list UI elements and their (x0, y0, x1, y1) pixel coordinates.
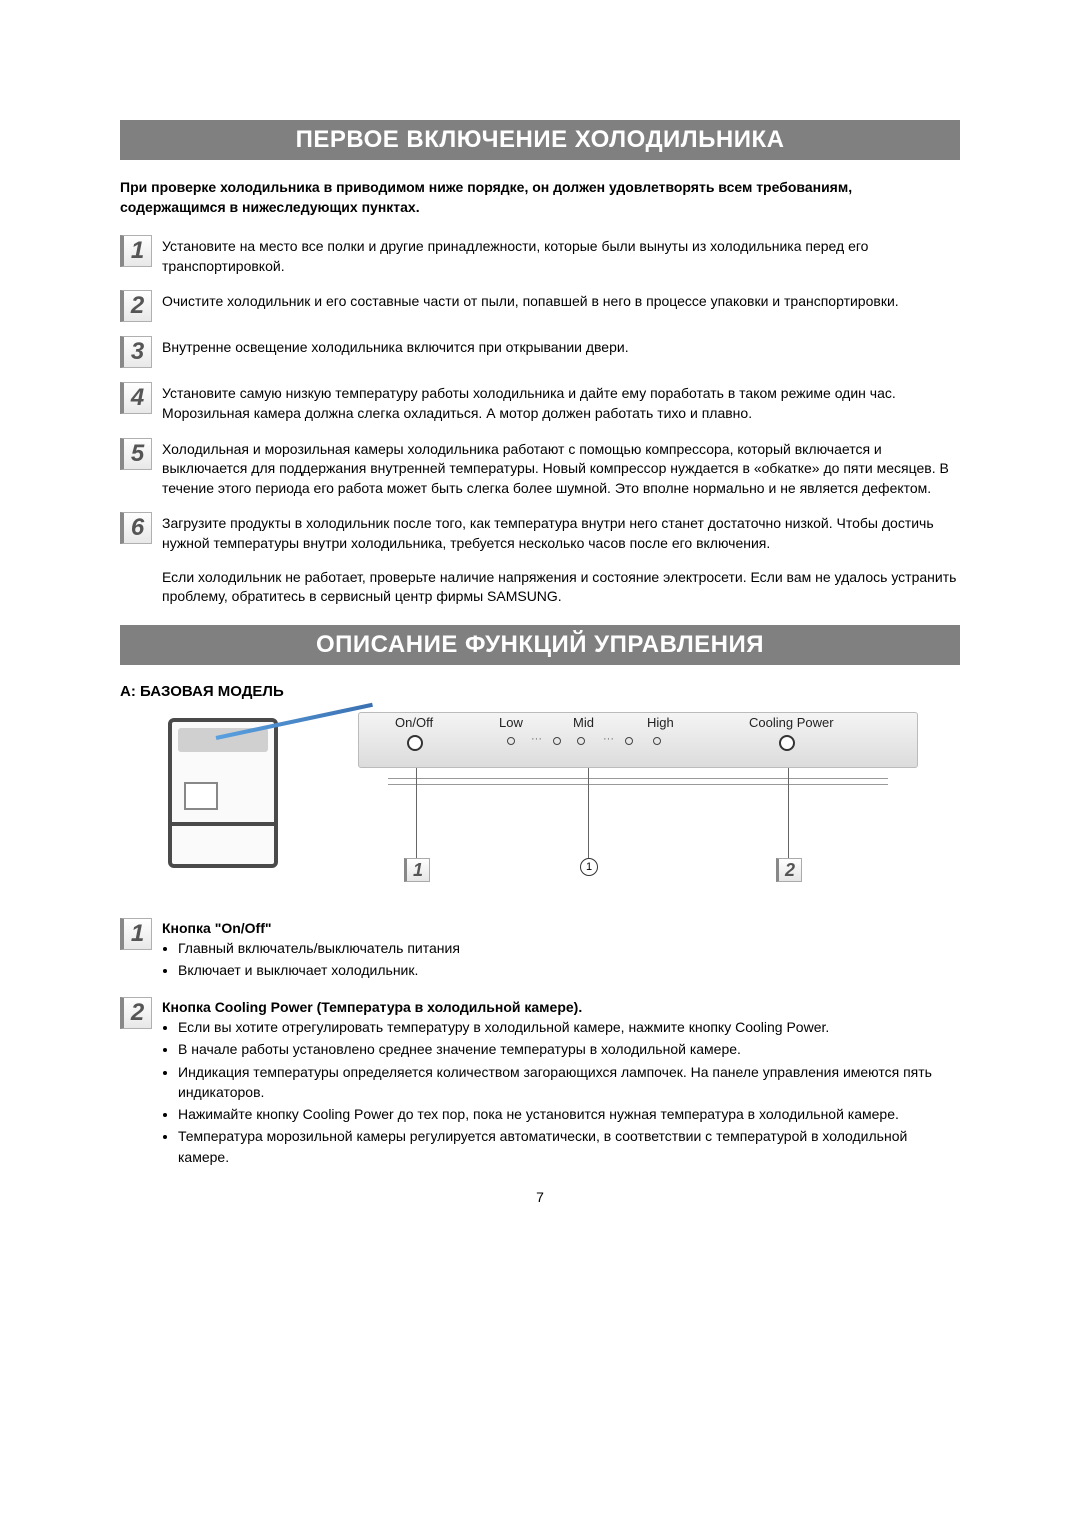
step-text-5: Холодильная и морозильная камеры холодил… (162, 438, 960, 499)
fridge-icon (168, 718, 278, 868)
step-badge-3: 3 (120, 336, 152, 368)
indicator-dot (653, 737, 661, 745)
bullet: Температура морозильной камеры регулируе… (178, 1126, 960, 1167)
bullet: Нажимайте кнопку Cooling Power до тех по… (178, 1104, 960, 1124)
callout-circle-1: 1 (580, 858, 598, 876)
control-panel-diagram: On/Off Low ··· Mid ··· High Cooling Powe… (168, 718, 918, 888)
model-label: A: БАЗОВАЯ МОДЕЛЬ (120, 683, 960, 700)
func-bullets-1: Главный включатель/выключатель питания В… (178, 938, 460, 981)
func-badge-1: 1 (120, 918, 152, 950)
dots-icon: ··· (531, 733, 542, 745)
step-text-3: Внутренне освещение холодильника включит… (162, 336, 629, 358)
bullet: Включает и выключает холодильник. (178, 960, 460, 980)
indicator-dot (577, 737, 585, 745)
page-number: 7 (120, 1189, 960, 1205)
note-text: Если холодильник не работает, проверьте … (162, 568, 960, 607)
onoff-button-icon (407, 735, 423, 751)
bullet: В начале работы установлено среднее знач… (178, 1039, 960, 1059)
step-badge-6: 6 (120, 512, 152, 544)
connector-line (588, 768, 589, 858)
func-badge-2: 2 (120, 997, 152, 1029)
intro-text: При проверке холодильника в приводимом н… (120, 178, 960, 217)
function-block-2: 2 Кнопка Cooling Power (Температура в хо… (120, 997, 960, 1169)
step-badge-4: 4 (120, 382, 152, 414)
low-label: Low (499, 715, 523, 730)
step-6: 6 Загрузите продукты в холодильник после… (120, 512, 960, 553)
bullet: Если вы хотите отрегулировать температур… (178, 1017, 960, 1037)
step-badge-5: 5 (120, 438, 152, 470)
step-5: 5 Холодильная и морозильная камеры холод… (120, 438, 960, 499)
callout-badge-1: 1 (404, 858, 430, 882)
step-2: 2 Очистите холодильник и его составные ч… (120, 290, 960, 322)
indicator-dot (507, 737, 515, 745)
mid-label: Mid (573, 715, 594, 730)
function-block-1: 1 Кнопка "On/Off" Главный включатель/вык… (120, 918, 960, 983)
dots-icon: ··· (603, 733, 614, 745)
indicator-dot (625, 737, 633, 745)
cooling-button-icon (779, 735, 795, 751)
section-title-2: ОПИСАНИЕ ФУНКЦИЙ УПРАВЛЕНИЯ (120, 625, 960, 665)
cooling-label: Cooling Power (749, 715, 834, 730)
step-1: 1 Установите на место все полки и другие… (120, 235, 960, 276)
connector-line (416, 768, 417, 858)
step-badge-1: 1 (120, 235, 152, 267)
connector-line (788, 768, 789, 858)
bullet: Индикация температуры определяется колич… (178, 1062, 960, 1103)
callout-badge-2: 2 (776, 858, 802, 882)
high-label: High (647, 715, 674, 730)
step-text-6: Загрузите продукты в холодильник после т… (162, 512, 960, 553)
step-text-1: Установите на место все полки и другие п… (162, 235, 960, 276)
step-4: 4 Установите самую низкую температуру ра… (120, 382, 960, 423)
panel-strip: On/Off Low ··· Mid ··· High Cooling Powe… (358, 712, 918, 768)
section-title-1: ПЕРВОЕ ВКЛЮЧЕНИЕ ХОЛОДИЛЬНИКА (120, 120, 960, 160)
step-badge-2: 2 (120, 290, 152, 322)
func-title-2: Кнопка Cooling Power (Температура в холо… (162, 997, 960, 1017)
step-text-4: Установите самую низкую температуру рабо… (162, 382, 960, 423)
indicator-dot (553, 737, 561, 745)
step-text-2: Очистите холодильник и его составные час… (162, 290, 899, 312)
bullet: Главный включатель/выключатель питания (178, 938, 460, 958)
func-title-1: Кнопка "On/Off" (162, 918, 460, 938)
step-3: 3 Внутренне освещение холодильника включ… (120, 336, 960, 368)
func-bullets-2: Если вы хотите отрегулировать температур… (178, 1017, 960, 1167)
onoff-label: On/Off (395, 715, 433, 730)
